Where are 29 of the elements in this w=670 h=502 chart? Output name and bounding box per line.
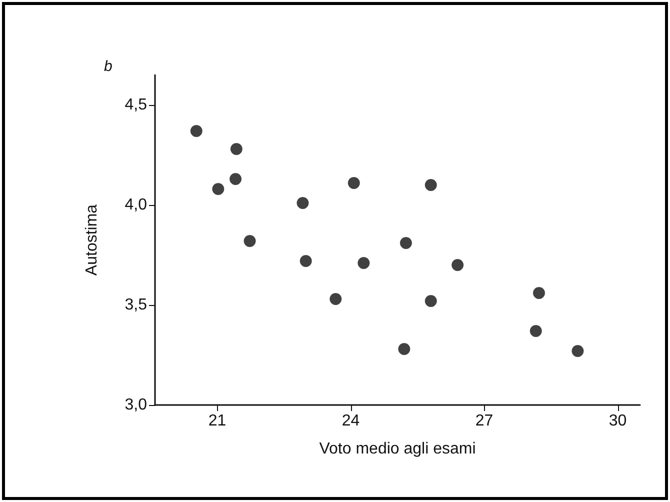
point [190,125,202,137]
point [452,259,464,271]
point [530,325,542,337]
point [212,183,224,195]
point [230,173,242,185]
point [533,287,545,299]
point [348,177,360,189]
y-tick-label: 4,5 [124,96,148,114]
x-axis-title: Voto medio agli esami [319,440,476,458]
point [400,237,412,249]
y-tick-label: 3,5 [124,296,148,314]
point [398,343,410,355]
point [330,293,342,305]
point [424,295,437,307]
x-tick-label: 27 [475,412,494,430]
point [230,143,242,155]
point [424,179,437,191]
x-tick-label: 30 [608,412,627,430]
point [358,257,370,269]
point [244,235,256,247]
y-tick-label: 4,0 [124,196,148,214]
text: b [104,58,112,75]
y-axis-title: Autostima [84,204,100,276]
x-tick-label: 24 [342,412,360,430]
point [296,197,309,209]
y-tick-label: 3,0 [124,396,148,414]
x-tick-label: 21 [208,412,226,430]
point [572,345,584,357]
point [300,255,312,267]
